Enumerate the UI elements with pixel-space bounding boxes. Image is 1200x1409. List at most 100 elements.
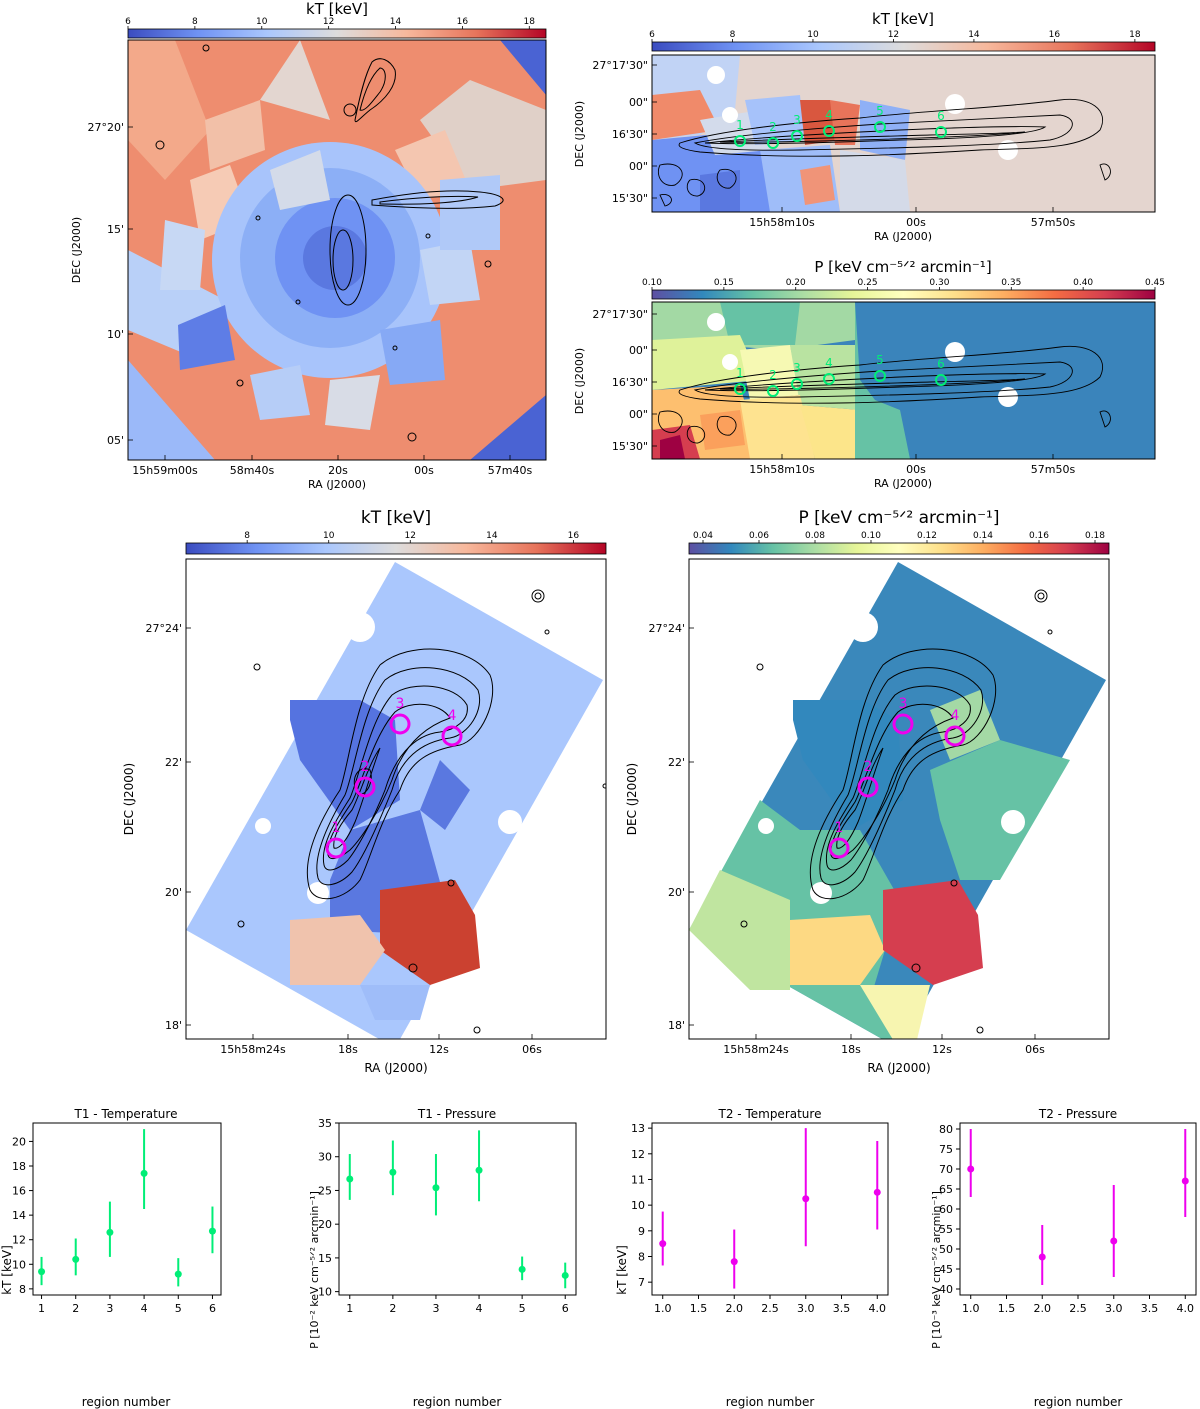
colorbar-tick-label: 8 <box>192 17 198 27</box>
chart-frame <box>959 1122 1197 1296</box>
y-ticks: 27°24' 22' 20' 18' <box>648 622 694 1032</box>
data-point <box>208 1227 216 1235</box>
chart-x-tick-label: 2.0 <box>725 1302 743 1315</box>
x-ticks: 15h58m10s 00s 57m50s <box>749 207 1075 229</box>
colorbar-tick-label: 0.45 <box>1145 278 1165 288</box>
x-ticks: 15h58m10s 00s 57m50s <box>749 454 1075 476</box>
data-point <box>106 1228 114 1236</box>
chart-x-tick-label: 3.5 <box>833 1302 851 1315</box>
contours <box>657 345 1111 444</box>
axes-frame <box>651 301 1156 460</box>
region-circle <box>892 713 914 735</box>
region-label: 6 <box>937 357 945 371</box>
chart-x-tick-label: 1.0 <box>962 1302 980 1315</box>
chart-y-tick-label: 65 <box>939 1183 953 1196</box>
contours <box>237 589 606 1034</box>
x-tick-label: 12s <box>932 1043 952 1056</box>
colorbar-tick-label: 6 <box>649 30 655 40</box>
colorbar-label: kT [keV] <box>872 10 934 28</box>
colorbar-tick-label: 12 <box>405 531 416 541</box>
x-tick-label: 06s <box>1025 1043 1045 1056</box>
map-image <box>689 562 1106 1039</box>
x-axis-label: RA (J2000) <box>874 477 932 490</box>
chart-title: T1 - Pressure <box>417 1107 496 1121</box>
chart-y-tick-label: 11 <box>631 1173 645 1186</box>
region-circle <box>734 383 746 395</box>
data-point <box>174 1270 182 1278</box>
x-tick-label: 15h58m24s <box>220 1043 286 1056</box>
scatter-chart-t2-pressure: T2 - Pressure region number P [10⁻³ keV … <box>930 1107 1197 1409</box>
map-panel-p-t2: P [keV cm⁻⁵ᐟ² arcmin⁻¹] 0.04 0.06 0.08 0.10… <box>625 508 1110 1075</box>
colorbar-tick-label: 0.16 <box>1029 531 1049 541</box>
chart-x-tick-label: 4.0 <box>1177 1302 1195 1315</box>
axes-frame <box>651 54 1156 213</box>
contours <box>657 98 1111 207</box>
region-circle <box>734 135 746 147</box>
contours <box>155 44 504 442</box>
chart-y-tick-label: 20 <box>318 1218 332 1231</box>
colorbar <box>651 289 1156 300</box>
region-circle <box>441 725 463 747</box>
chart-x-tick-label: 1.0 <box>654 1302 672 1315</box>
chart-xlabel: region number <box>413 1395 502 1409</box>
x-ticks: 15h58m24s 18s 12s 06s <box>723 1034 1045 1056</box>
x-tick-label: 57m50s <box>1031 216 1076 229</box>
y-tick-label: 27°17'30" <box>592 308 648 321</box>
y-axis-label: DEC (J2000) <box>573 348 586 414</box>
chart-x-tick-label: 6 <box>562 1302 569 1315</box>
chart-x-tick-label: 6 <box>209 1302 216 1315</box>
map-image <box>652 55 1155 212</box>
region-label: 3 <box>396 696 405 712</box>
y-tick-label: 27°20' <box>87 121 124 134</box>
chart-x-tick-label: 4 <box>476 1302 483 1315</box>
y-tick-label: 27°24' <box>648 622 685 635</box>
region-circle <box>791 378 803 390</box>
colorbar-ticks: 0.10 0.15 0.20 0.25 0.30 0.35 0.40 0.45 <box>642 278 1165 290</box>
y-axis-label: DEC (J2000) <box>573 101 586 167</box>
axes-frame <box>185 558 607 1040</box>
chart-title: T2 - Temperature <box>718 1107 822 1121</box>
chart-y-tick-label: 7 <box>638 1276 645 1289</box>
colorbar-ticks: 8 10 12 14 16 <box>244 531 579 543</box>
colorbar-label: P [keV cm⁻⁵ᐟ² arcmin⁻¹] <box>814 258 991 276</box>
map-panel-p-t1: P [keV cm⁻⁵ᐟ² arcmin⁻¹] 0.10 0.15 0.20 0.25… <box>573 258 1165 490</box>
chart-title: T2 - Pressure <box>1038 1107 1117 1121</box>
y-tick-label: 00" <box>629 344 648 357</box>
chart-x-tick-label: 1 <box>38 1302 45 1315</box>
colorbar-tick-label: 0.10 <box>642 278 662 288</box>
colorbar-tick-label: 16 <box>1049 30 1061 40</box>
region-label: 1 <box>332 820 341 836</box>
region-circle <box>791 130 803 142</box>
x-tick-label: 15h59m00s <box>132 464 198 477</box>
colorbar-label: P [keV cm⁻⁵ᐟ² arcmin⁻¹] <box>799 508 1000 528</box>
x-ticks: 15h58m24s 18s 12s 06s <box>220 1034 542 1056</box>
chart-title: T1 - Temperature <box>74 1107 178 1121</box>
chart-x-tick-label: 2.5 <box>1069 1302 1087 1315</box>
y-tick-label: 18' <box>668 1019 685 1032</box>
y-tick-label: 00" <box>629 408 648 421</box>
chart-x-tick-label: 3 <box>432 1302 439 1315</box>
chart-y-tick-label: 70 <box>939 1163 953 1176</box>
chart-y-tick-label: 12 <box>631 1148 645 1161</box>
colorbar-ticks: 0.04 0.06 0.08 0.10 0.12 0.14 0.16 0.18 <box>693 531 1105 543</box>
data-point <box>38 1268 46 1276</box>
colorbar-tick-label: 0.30 <box>929 278 949 288</box>
data-point <box>432 1184 440 1192</box>
region-circle <box>828 837 850 859</box>
colorbar-ticks: 6 8 10 12 14 16 18 <box>125 17 535 29</box>
y-axis-label: DEC (J2000) <box>625 763 639 835</box>
y-tick-label: 18' <box>165 1019 182 1032</box>
data-point <box>475 1166 483 1174</box>
data-point <box>659 1240 667 1248</box>
y-tick-label: 27°24' <box>145 622 182 635</box>
chart-x-tick-label: 1 <box>346 1302 353 1315</box>
map-image <box>128 40 546 460</box>
chart-y-tick-label: 30 <box>318 1151 332 1164</box>
map-image <box>186 562 603 1039</box>
region-circle <box>823 125 835 137</box>
region-circle <box>935 374 947 386</box>
chart-y-tick-label: 10 <box>318 1286 332 1299</box>
y-tick-label: 15' <box>107 223 124 236</box>
x-tick-label: 58m40s <box>230 464 275 477</box>
colorbar-tick-label: 12 <box>888 30 899 40</box>
